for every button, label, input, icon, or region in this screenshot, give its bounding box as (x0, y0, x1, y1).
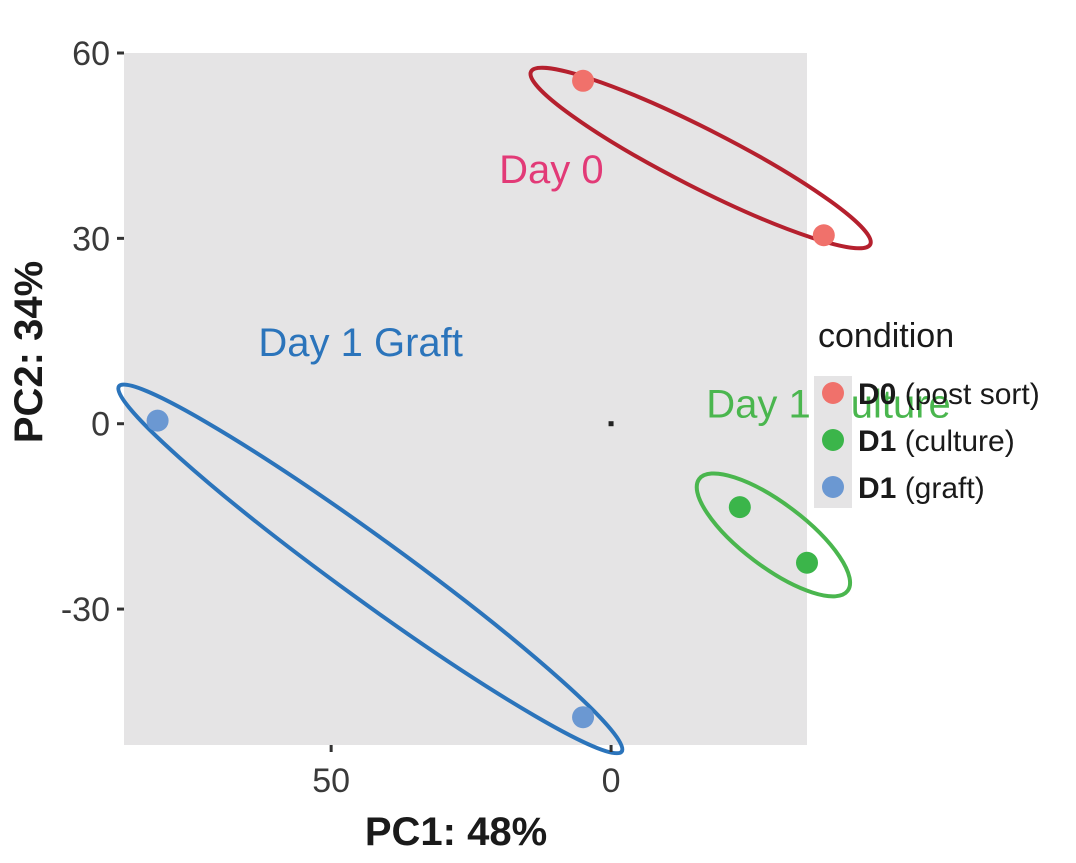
y-axis: 60 30 0 -30 (61, 35, 124, 629)
point-d0 (572, 69, 595, 92)
point-d1c (796, 551, 818, 574)
y-tick-label: 30 (72, 220, 110, 258)
x-tick-label: 50 (312, 762, 350, 800)
point-layer (146, 69, 835, 729)
legend-title: condition (818, 317, 954, 355)
legend-key-d1g (822, 476, 844, 498)
legend-label: D0 (post sort) (858, 378, 1040, 411)
legend-key-d1c (822, 429, 844, 451)
ellipse-d1g (116, 382, 625, 756)
y-tick-label: 0 (91, 406, 110, 444)
legend-label: D1 (culture) (858, 425, 1015, 458)
plot-panel (124, 53, 807, 745)
point-d1c (728, 496, 751, 519)
y-axis-title: PC2: 34% (7, 261, 51, 443)
y-tick-label: -30 (61, 591, 110, 629)
annotation-label: Day 0 (499, 148, 604, 192)
point-d0 (812, 224, 835, 247)
ellipse-layer (116, 65, 873, 756)
center-marker (608, 421, 614, 427)
x-tick-label: 0 (602, 762, 621, 800)
ellipse-d1c (694, 471, 853, 599)
legend-label: D1 (graft) (858, 472, 985, 505)
point-d1g (146, 409, 169, 432)
point-d1g (572, 706, 595, 729)
legend: condition D0 (post sort) D1 (culture) D1 (… (814, 317, 1040, 508)
legend-key-d0 (822, 382, 844, 404)
x-axis: 50 0 (312, 745, 621, 800)
annotation-label: Day 1 Graft (258, 321, 463, 365)
x-axis-title: PC1: 48% (365, 810, 547, 854)
y-tick-label: 60 (72, 35, 110, 73)
ellipse-d0 (528, 65, 873, 251)
